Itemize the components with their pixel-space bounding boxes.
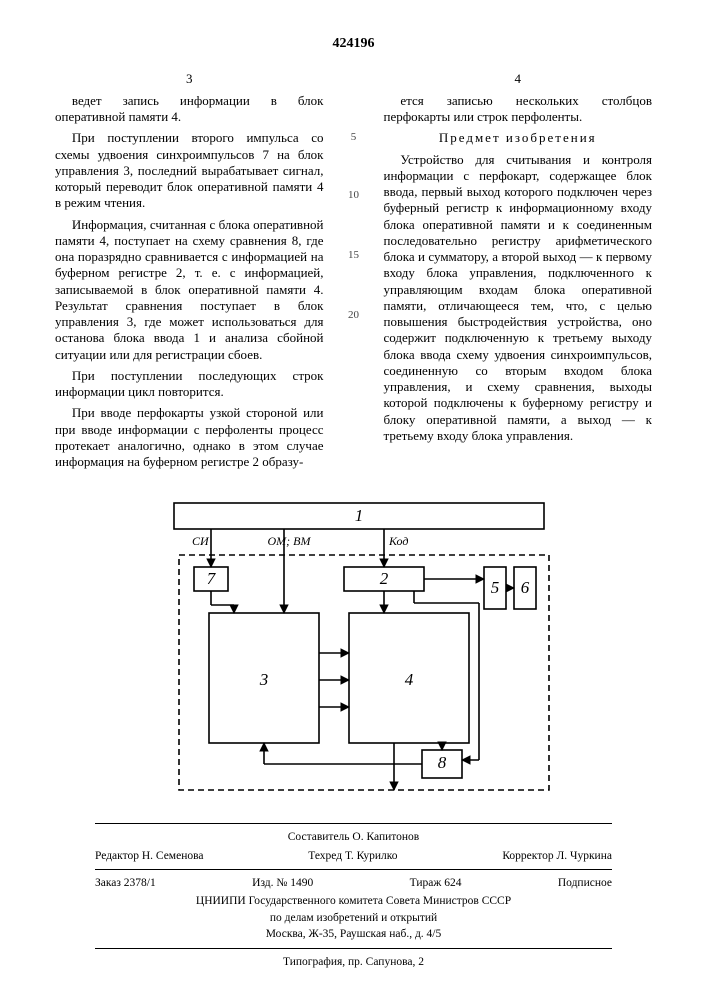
para: При поступлении последующих строк информ…: [55, 368, 324, 401]
diagram-label: 1: [354, 506, 363, 525]
diagram-label: 7: [206, 569, 216, 588]
divider: [95, 869, 612, 870]
lineno: 15: [346, 249, 362, 263]
footer-corrector: Корректор Л. Чуркина: [502, 849, 612, 863]
para: Информация, считанная с блока оперативно…: [55, 217, 324, 363]
para: ется записью нескольких столбцов перфока…: [384, 93, 653, 126]
diagram-label: 4: [404, 670, 413, 689]
left-column: 3 ведет запись информации в блок операти…: [55, 71, 324, 476]
footer-izd: Изд. № 1490: [252, 876, 313, 890]
page: 424196 3 ведет запись информации в блок …: [0, 0, 707, 1000]
diagram-annotation: Код: [388, 534, 408, 548]
footer-order: Заказ 2378/1: [95, 876, 156, 890]
para: ведет запись информации в блок оперативн…: [55, 93, 324, 126]
footer-printer: Типография, пр. Сапунова, 2: [55, 955, 652, 969]
diagram-label: 5: [490, 578, 499, 597]
lineno: 10: [346, 189, 362, 203]
divider: [95, 823, 612, 824]
footer: Составитель О. Капитонов Редактор Н. Сем…: [55, 823, 652, 969]
footer-org-1: ЦНИИПИ Государственного комитета Совета …: [55, 894, 652, 908]
diagram-label: 8: [437, 753, 446, 772]
para: При поступлении второго импульса со схем…: [55, 130, 324, 211]
diagram-label: 3: [258, 670, 268, 689]
diagram-annotation: СИ: [192, 534, 210, 548]
lineno: 20: [346, 309, 362, 323]
patent-number: 424196: [55, 35, 652, 53]
pagenum-right: 4: [384, 71, 653, 87]
para: При вводе перфокарты узкой стороной или …: [55, 405, 324, 470]
footer-subscribed: Подписное: [558, 876, 612, 890]
footer-address: Москва, Ж-35, Раушская наб., д. 4/5: [55, 927, 652, 941]
line-number-gutter: 5 10 15 20: [346, 71, 362, 476]
pagenum-left: 3: [55, 71, 324, 87]
diagram-label: 2: [379, 569, 388, 588]
footer-org-2: по делам изобретений и открытий: [55, 911, 652, 925]
footer-techred: Техред Т. Курилко: [308, 849, 397, 863]
footer-compiler: Составитель О. Капитонов: [55, 830, 652, 844]
lineno: 5: [346, 131, 362, 145]
divider: [95, 948, 612, 949]
block-diagram: 1 7 2 5 6 3 4 8 СИ ОМ; ВМ Код: [134, 495, 574, 805]
footer-editor: Редактор Н. Семенова: [95, 849, 203, 863]
subject-heading: Предмет изобретения: [384, 130, 653, 146]
diagram-label: 6: [520, 578, 529, 597]
text-columns: 3 ведет запись информации в блок операти…: [55, 71, 652, 476]
para: Устройство для считывания и контроля инф…: [384, 152, 653, 445]
footer-tirazh: Тираж 624: [410, 876, 462, 890]
diagram-annotation: ОМ; ВМ: [267, 534, 311, 548]
right-column: 4 ется записью нескольких столбцов перфо…: [384, 71, 653, 476]
